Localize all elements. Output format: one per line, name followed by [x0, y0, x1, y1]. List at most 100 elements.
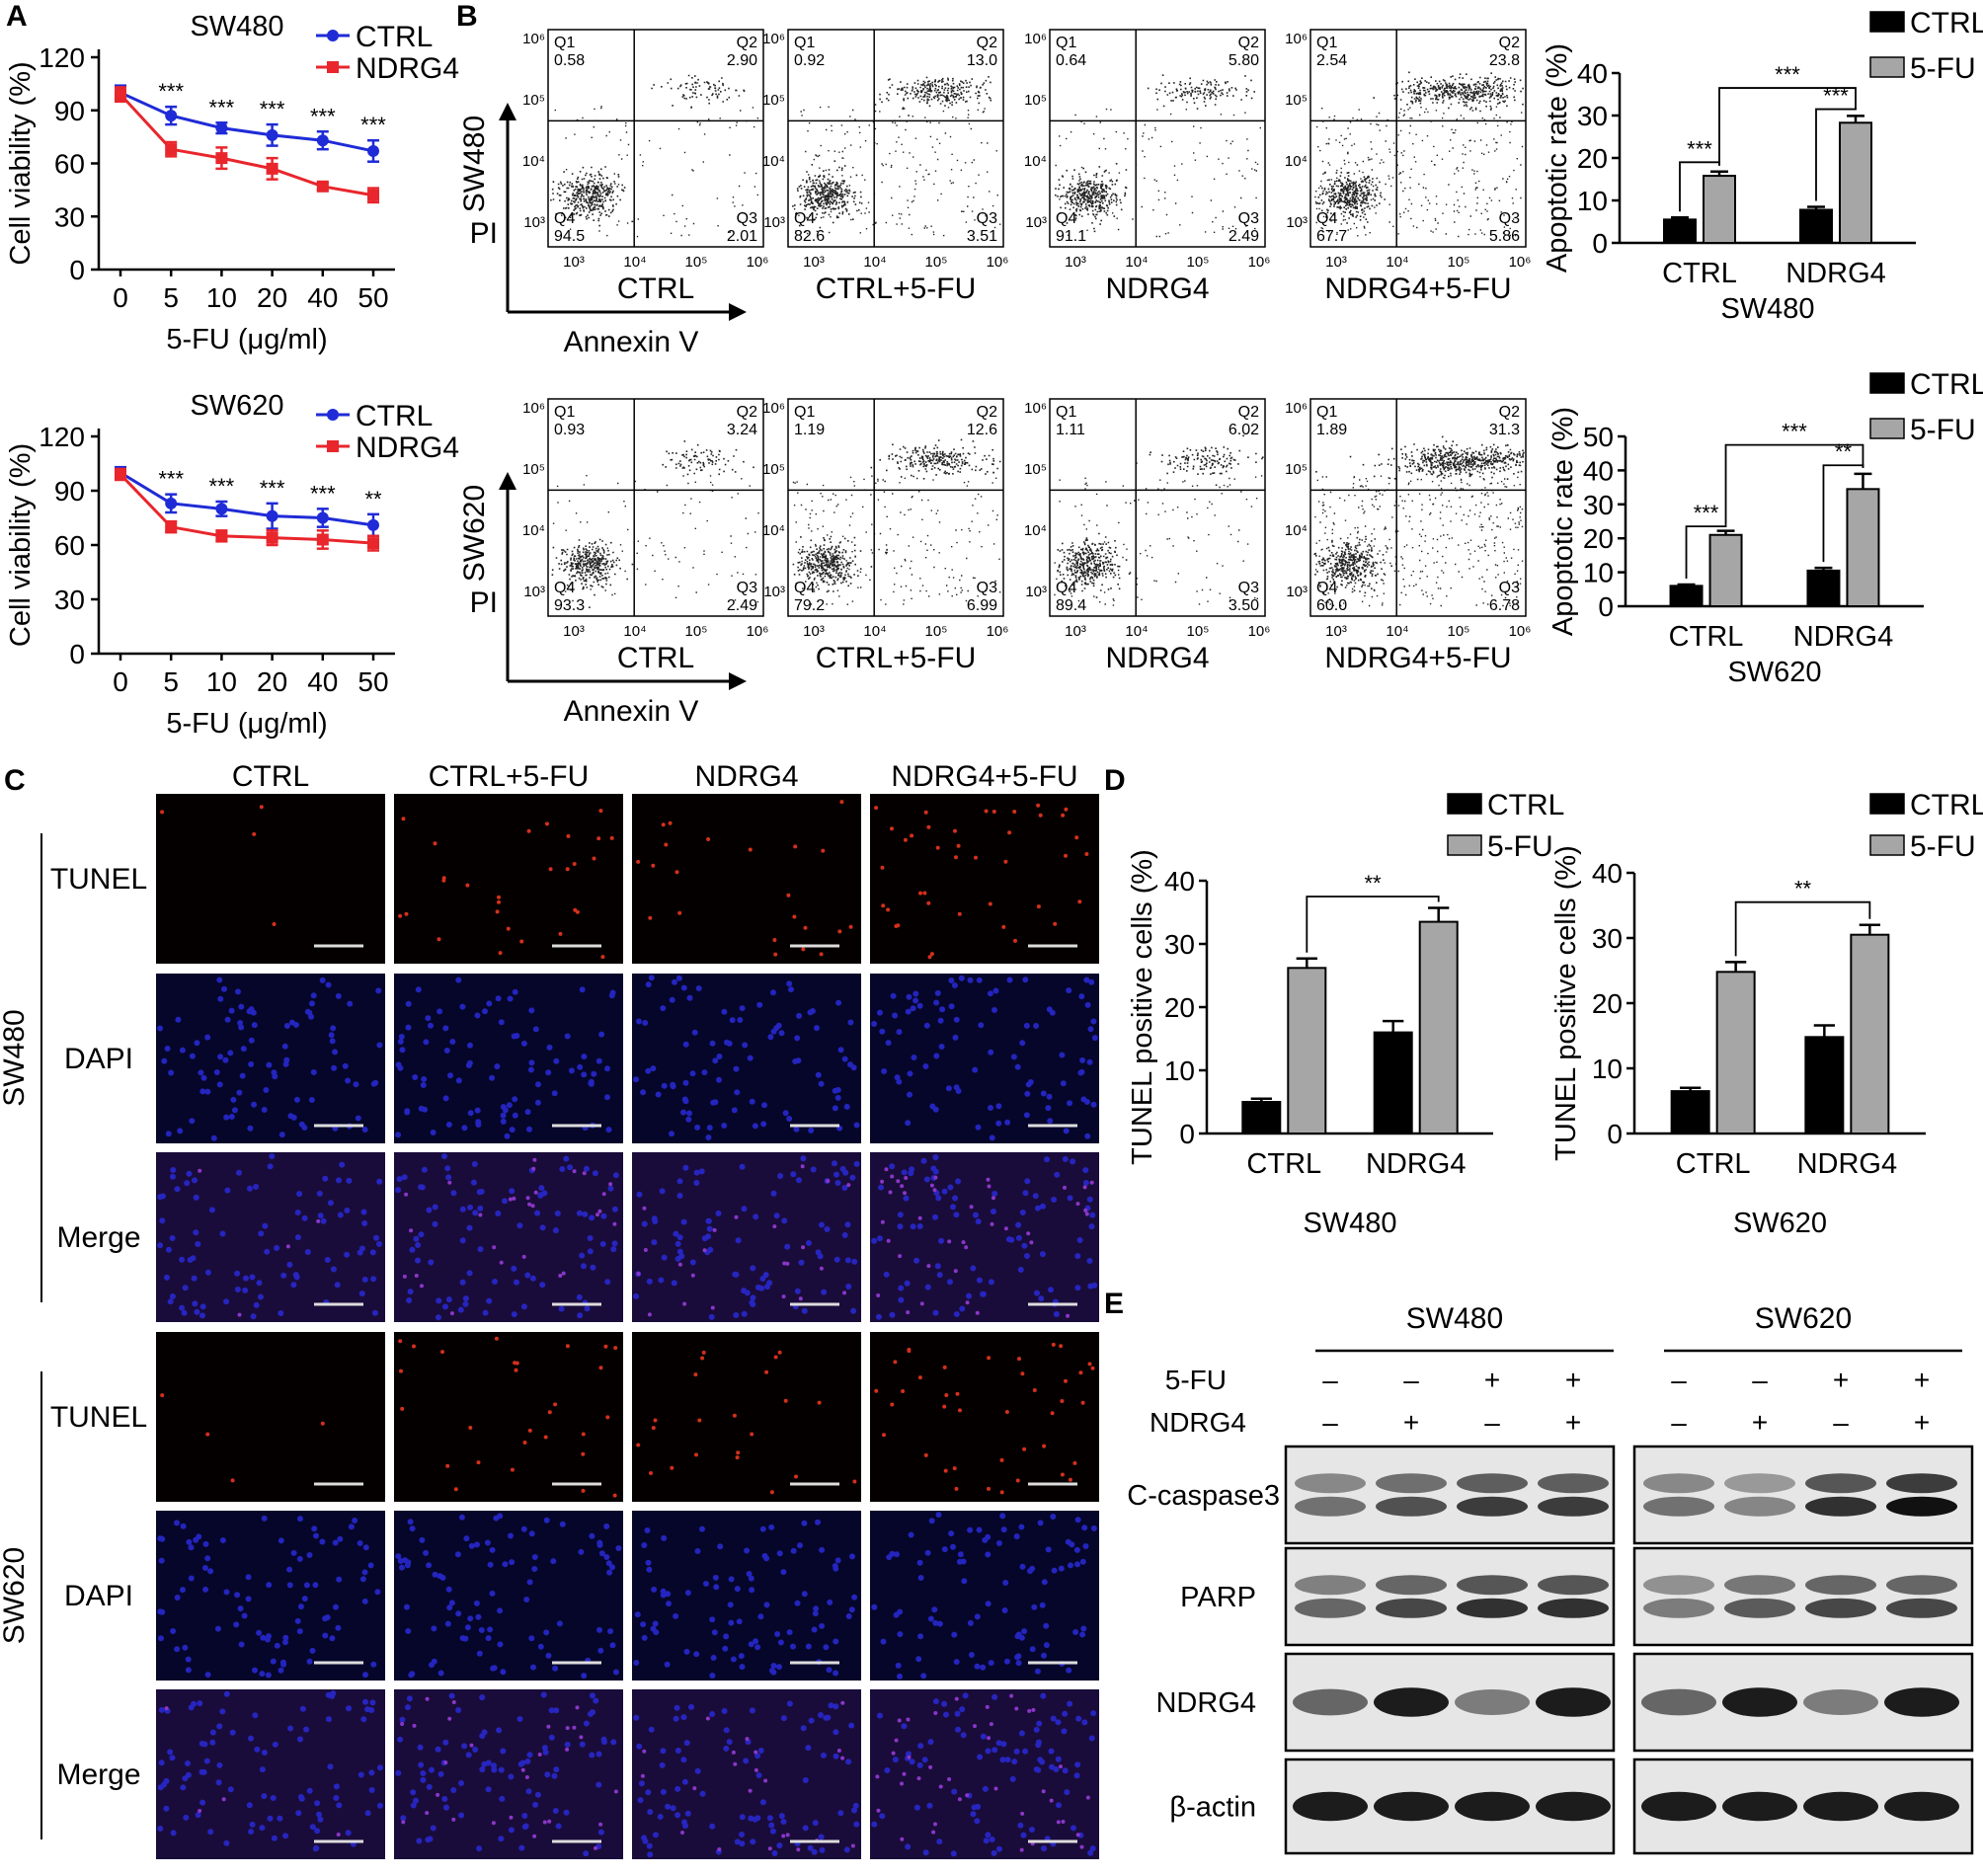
significance-bracket — [1724, 443, 1864, 525]
row-label: TUNEL — [50, 863, 147, 896]
y-tick-label: 0 — [69, 639, 85, 669]
legend-label-ctrl: CTRL — [1487, 789, 1564, 821]
x-category-label: CTRL — [1246, 1148, 1321, 1180]
y-tick-label: 10 — [1592, 1054, 1623, 1084]
quadrant-value-q4: 79.2 — [794, 597, 825, 614]
data-point-ctrl — [266, 128, 278, 141]
band-upper — [1724, 1575, 1795, 1596]
y-tick-label: 20 — [1577, 143, 1608, 174]
band-lower — [1295, 1598, 1366, 1618]
micrograph — [394, 1689, 623, 1859]
y-tick-label: 0 — [69, 255, 85, 285]
y-tick-label: 30 — [54, 201, 85, 232]
band-upper — [1457, 1473, 1528, 1494]
band — [1455, 1791, 1530, 1822]
micrograph — [156, 1152, 385, 1322]
quadrant-value-q2: 13.0 — [967, 52, 997, 69]
x-tick-label: 10³ — [1325, 254, 1347, 271]
significance-marker: *** — [1694, 501, 1719, 525]
band-upper — [1538, 1473, 1609, 1494]
band-upper — [1805, 1575, 1876, 1596]
x-axis-label: SW480 — [1720, 293, 1814, 325]
significance-marker: *** — [360, 113, 386, 137]
bar-5-fu-ctrl — [1287, 967, 1327, 1134]
blot-strip — [1632, 1445, 1974, 1545]
band — [1641, 1688, 1716, 1716]
quadrant-name: Q1 — [794, 404, 815, 421]
row-label: Merge — [56, 1221, 140, 1254]
significance-marker: ** — [1835, 439, 1853, 464]
column-header: CTRL — [232, 760, 309, 793]
x-tick-label: 10⁴ — [623, 623, 646, 640]
column-header: NDRG4+5-FU — [891, 760, 1077, 793]
band-upper — [1538, 1575, 1609, 1596]
quadrant-name: Q4 — [1056, 580, 1076, 596]
x-tick-label: 40 — [307, 666, 338, 697]
column-header: NDRG4 — [694, 760, 798, 793]
quadrant-value-q3: 3.50 — [1229, 597, 1259, 614]
annexin-axis-label: Annexin V — [564, 326, 699, 358]
significance-bracket — [1685, 524, 1727, 579]
y-tick-label: 10⁶ — [522, 400, 545, 417]
legend-label-ctrl: CTRL — [356, 400, 433, 432]
scatter-events — [1313, 435, 1525, 607]
band-label: NDRG4 — [1155, 1687, 1256, 1719]
x-tick-label: 50 — [357, 666, 388, 697]
significance-bracket — [1718, 87, 1857, 166]
quadrant-name: Q4 — [554, 580, 575, 596]
dot-plot-frame — [787, 398, 1004, 617]
blot-group-label: SW480 — [1406, 1302, 1503, 1335]
sign-ndrg4: + — [1565, 1407, 1581, 1438]
significance-marker: ** — [1364, 871, 1382, 896]
row-label: DAPI — [64, 1043, 133, 1075]
panel-letter-a: A — [6, 0, 28, 33]
data-point-ctrl — [165, 110, 178, 122]
scatter-events — [550, 74, 759, 238]
sign-ndrg4: – — [1484, 1407, 1500, 1438]
x-tick-label: 10⁶ — [1509, 254, 1532, 271]
legend-label-5-fu: 5-FU — [1910, 52, 1976, 85]
quadrant-value-q2: 23.8 — [1489, 52, 1520, 69]
sign-5fu: – — [1322, 1365, 1338, 1395]
micrograph — [156, 974, 385, 1143]
x-category-label: CTRL — [1662, 258, 1737, 289]
tunel-signal — [876, 1167, 1094, 1318]
x-tick-label: 10³ — [803, 623, 825, 640]
x-axis-label: 5-FU (μg/ml) — [166, 324, 327, 355]
x-tick-label: 20 — [257, 282, 287, 313]
y-axis-label: TUNEL positive cells (%) — [1550, 845, 1582, 1161]
y-tick-label: 10⁴ — [522, 522, 545, 539]
x-tick-label: 10⁶ — [747, 254, 769, 271]
y-tick-label: 10⁴ — [762, 522, 785, 539]
quadrant-value-q4: 82.6 — [794, 228, 825, 245]
bar-ctrl-ctrl — [1670, 1090, 1710, 1134]
bar-ctrl-ndrg4 — [1806, 569, 1841, 608]
quadrant-value-q1: 0.93 — [554, 422, 585, 438]
x-axis-label: SW620 — [1727, 657, 1821, 688]
quadrant-value-q2: 2.90 — [727, 52, 757, 69]
bar-5-fu-ndrg4 — [1839, 121, 1872, 244]
sign-5fu: + — [1833, 1365, 1849, 1395]
bar-5-fu-ctrl — [1708, 533, 1743, 608]
quadrant-name: Q1 — [554, 404, 575, 421]
micrograph — [870, 974, 1099, 1143]
band — [1536, 1791, 1611, 1822]
x-tick-label: 20 — [257, 666, 287, 697]
dot-plot-frame — [1049, 29, 1266, 248]
data-point-ndrg4 — [316, 533, 329, 546]
y-tick-label: 30 — [54, 585, 85, 615]
y-axis-label: Apoptotic rate (%) — [1542, 43, 1573, 273]
quadrant-name: Q2 — [737, 35, 757, 51]
quadrant-name: Q2 — [977, 404, 997, 421]
band-lower — [1724, 1496, 1795, 1517]
quadrant-value-q2: 6.02 — [1229, 422, 1259, 438]
quadrant-name: Q2 — [1238, 404, 1259, 421]
significance-marker: *** — [158, 467, 184, 492]
legend-swatch — [1447, 793, 1482, 815]
x-tick-label: 10⁴ — [1386, 254, 1408, 271]
quadrant-value-q4: 60.0 — [1316, 597, 1347, 614]
legend-label-ndrg4: NDRG4 — [356, 431, 459, 464]
x-tick-label: 10⁶ — [987, 254, 1009, 271]
y-tick-label: 90 — [54, 476, 85, 507]
